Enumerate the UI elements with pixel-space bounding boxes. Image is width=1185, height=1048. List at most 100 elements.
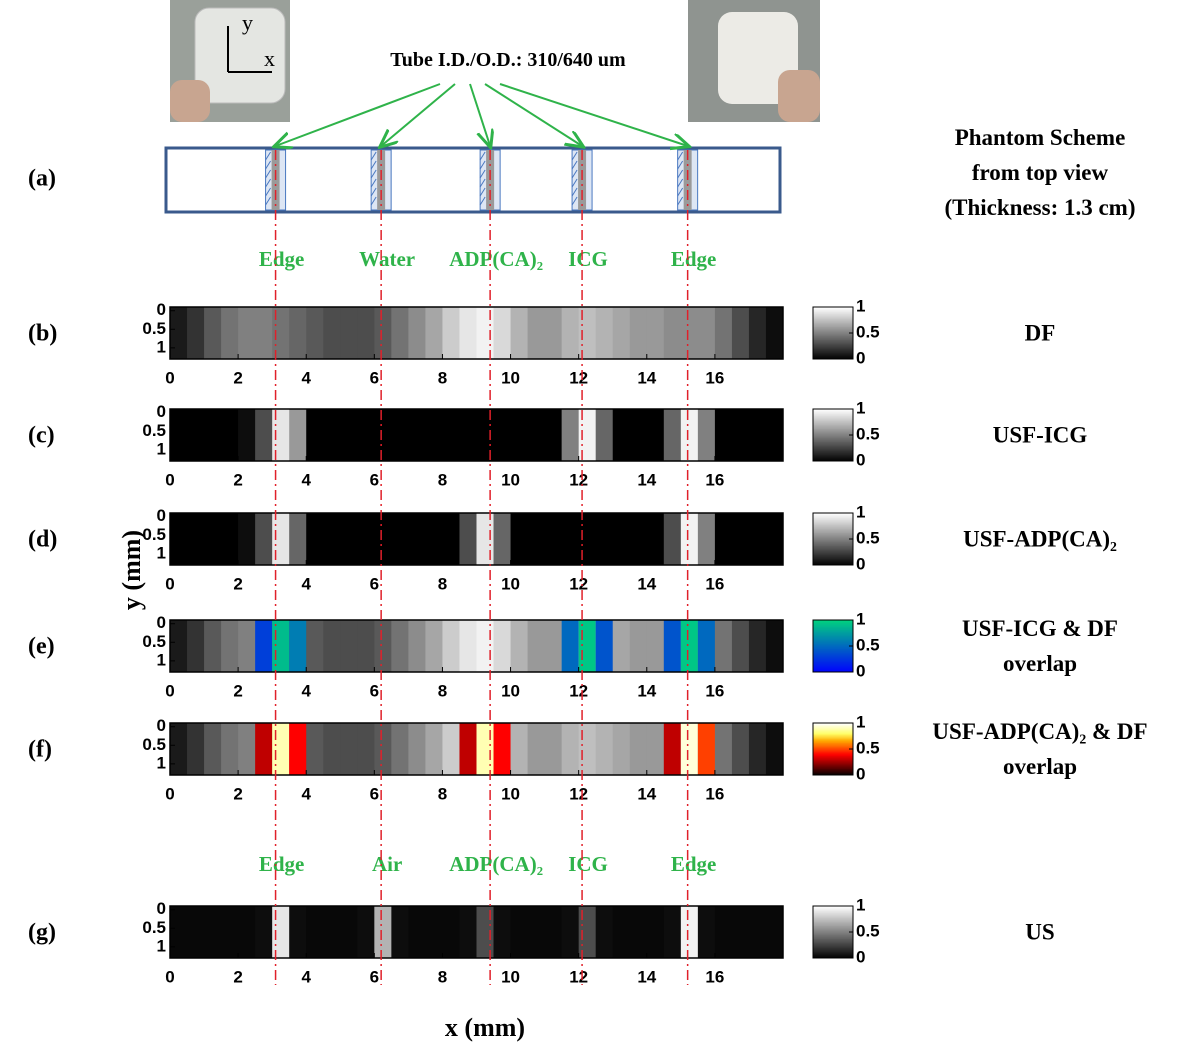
heat-cell (204, 723, 222, 775)
overlay-cell (255, 723, 273, 775)
heat-cell (494, 307, 512, 359)
heat-cell (323, 906, 341, 958)
y-tick-label: 0 (157, 899, 166, 918)
heat-cell (187, 723, 205, 775)
tube-name: Edge (671, 852, 717, 876)
heat-cell (323, 620, 341, 672)
x-tick-label: 12 (569, 681, 588, 700)
heat-cell (306, 409, 324, 461)
heat-cell (187, 906, 205, 958)
x-tick-label: 6 (370, 784, 379, 803)
heat-cell (698, 906, 716, 958)
figure: y x Tube I.D./O.D.: 310/640 um (a) y (mm… (0, 0, 1185, 1048)
heat-cell (238, 620, 256, 672)
heat-cell (306, 906, 324, 958)
x-tick-label: 12 (569, 967, 588, 986)
x-tick-label: 4 (301, 784, 311, 803)
tube-name: Edge (259, 852, 305, 876)
colorbar-label: 1 (856, 712, 865, 731)
x-tick-label: 14 (637, 470, 656, 489)
heat-cell (340, 409, 358, 461)
heat-cell (681, 513, 699, 565)
y-tick-label: 0.5 (142, 632, 166, 651)
heat-cell (272, 513, 290, 565)
photo-left: y x (170, 0, 290, 122)
heat-cell (494, 906, 512, 958)
x-tick-label: 8 (438, 470, 447, 489)
heat-cell (374, 906, 392, 958)
y-tick-label: 1 (157, 543, 166, 562)
x-tick-label: 10 (501, 368, 520, 387)
overlay-cell (681, 723, 699, 775)
heat-cell (289, 409, 307, 461)
heat-cell (766, 723, 784, 775)
heat-cell (596, 906, 614, 958)
heat-cell (357, 620, 375, 672)
heat-cell (391, 513, 409, 565)
hand (778, 70, 820, 122)
tube-name: ICG (568, 247, 608, 271)
colorbar-label: 0.5 (856, 738, 880, 757)
x-tick-label: 6 (370, 368, 379, 387)
heat-cell (613, 409, 631, 461)
x-tick-label: 16 (705, 368, 724, 387)
heat-cell (238, 513, 256, 565)
panel-label: (e) (28, 634, 55, 660)
arrow (485, 84, 582, 146)
panel-title: USF-ADP(CA)₂ & DF (932, 719, 1147, 744)
x-tick-label: 2 (233, 470, 242, 489)
heat-cell (374, 513, 392, 565)
heat-cell (664, 409, 682, 461)
x-tick-label: 8 (438, 368, 447, 387)
heat-cell (391, 906, 409, 958)
heat-cell (442, 906, 460, 958)
x-tick-label: 4 (301, 681, 311, 700)
x-tick-label: 14 (637, 681, 656, 700)
heat-cell (357, 906, 375, 958)
x-tick-label: 14 (637, 368, 656, 387)
x-tick-label: 6 (370, 574, 379, 593)
heat-cell (442, 620, 460, 672)
heat-cell (596, 723, 614, 775)
heat-cell (715, 307, 733, 359)
overlay-cell (272, 723, 290, 775)
heat-cell (528, 409, 546, 461)
heat-cell (340, 513, 358, 565)
heat-cell (528, 723, 546, 775)
heat-cell (545, 906, 563, 958)
x-tick-label: 10 (501, 784, 520, 803)
heat-cell (766, 906, 784, 958)
overlay-cell (579, 620, 597, 672)
heat-cell (613, 307, 631, 359)
heat-cell (408, 307, 426, 359)
heat-cell (647, 307, 665, 359)
heat-cell (442, 513, 460, 565)
heat-cell (579, 409, 597, 461)
x-tick-label: 16 (705, 784, 724, 803)
tube-name: ICG (568, 852, 608, 876)
heat-cell (732, 906, 750, 958)
heat-cell (357, 409, 375, 461)
heat-cell (664, 906, 682, 958)
x-tick-label: 6 (370, 681, 379, 700)
x-tick-label: 2 (233, 681, 242, 700)
heat-cell (204, 307, 222, 359)
colorbar-label: 0.5 (856, 322, 880, 341)
heat-cell (204, 906, 222, 958)
heat-cell (477, 906, 495, 958)
colorbar-label: 1 (856, 398, 865, 417)
heat-cell (494, 513, 512, 565)
x-tick-label: 6 (370, 470, 379, 489)
x-tick-label: 0 (165, 681, 174, 700)
heat-cell (749, 409, 767, 461)
heat-cell (255, 409, 273, 461)
y-tick-label: 0 (157, 402, 166, 421)
heat-cell (425, 307, 443, 359)
x-tick-label: 16 (705, 681, 724, 700)
heat-cell (766, 307, 784, 359)
colorbar-label: 0 (856, 661, 865, 680)
heat-cell (664, 513, 682, 565)
heat-cell (238, 307, 256, 359)
heat-cell (477, 307, 495, 359)
x-tick-label: 4 (301, 574, 311, 593)
